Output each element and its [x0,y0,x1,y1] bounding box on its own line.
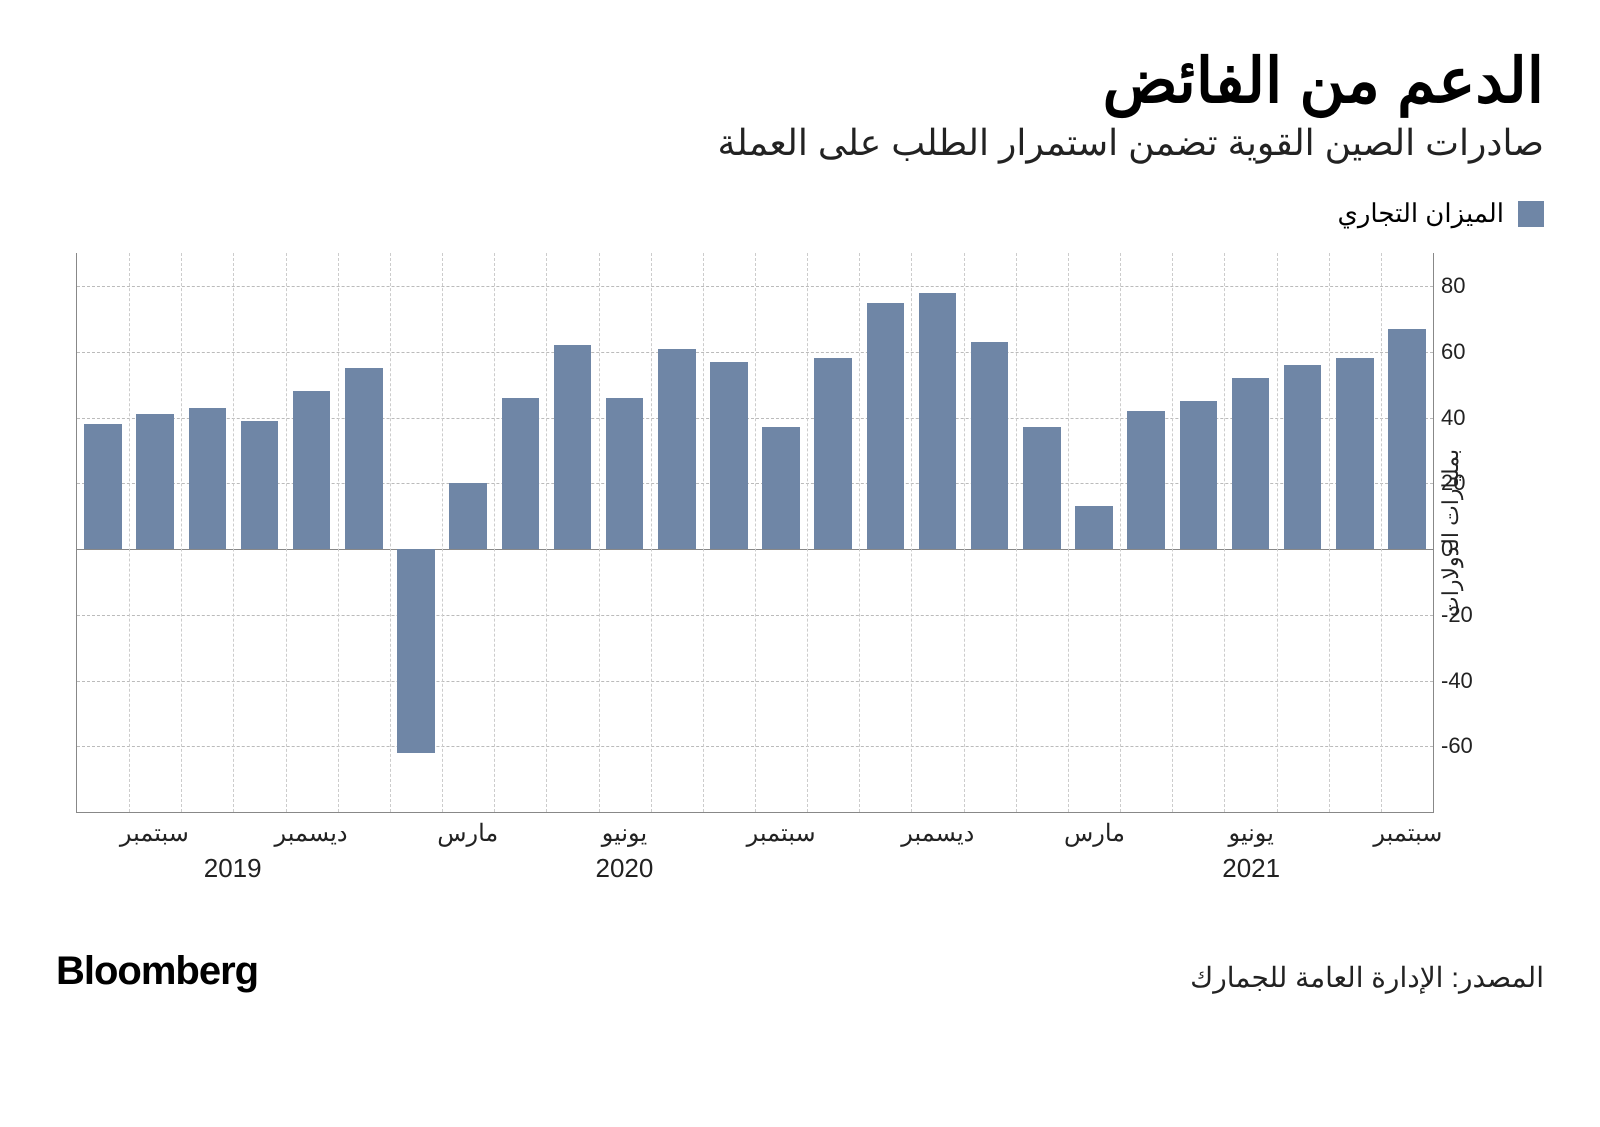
bar [1180,401,1218,549]
bar [1127,411,1165,549]
bar [606,398,644,549]
y-tick-label: 60 [1441,339,1489,365]
x-tick-month: سبتمبر [747,819,816,848]
vgridline [599,253,600,812]
vgridline [494,253,495,812]
source-text: المصدر: الإدارة العامة للجمارك [1190,961,1544,994]
vgridline [233,253,234,812]
x-tick-month: يونيو [602,819,647,848]
x-tick-year: 2019 [204,853,262,884]
vgridline [546,253,547,812]
bar [241,421,279,549]
vgridline [338,253,339,812]
bar [1023,427,1061,549]
vgridline [1277,253,1278,812]
bar [762,427,800,549]
vgridline [651,253,652,812]
chart-title: الدعم من الفائض [56,48,1544,116]
vgridline [859,253,860,812]
vgridline [1016,253,1017,812]
x-tick-month: سبتمبر [120,819,189,848]
bar [710,362,748,549]
x-tick-month: ديسمبر [274,819,347,848]
bar [136,414,174,549]
bar [449,483,487,549]
vgridline [442,253,443,812]
x-tick-month: يونيو [1228,819,1273,848]
bar [658,349,696,550]
bar [1336,358,1374,549]
y-tick-label: -40 [1441,668,1489,694]
vgridline [964,253,965,812]
x-tick-month: ديسمبر [901,819,974,848]
vgridline [1120,253,1121,812]
bar [293,391,331,549]
vgridline [807,253,808,812]
bar [189,408,227,549]
legend-swatch [1518,201,1544,227]
bar [84,424,122,549]
vgridline [181,253,182,812]
vgridline [1224,253,1225,812]
chart-area: بمليارات الدولارات -60-40-20020406080 سب… [56,253,1544,893]
bar [919,293,957,549]
vgridline [1381,253,1382,812]
vgridline [755,253,756,812]
vgridline [1068,253,1069,812]
y-tick-label: 40 [1441,405,1489,431]
bar [1232,378,1270,549]
bar [554,345,592,549]
legend-label: الميزان التجاري [1337,198,1504,229]
x-tick-year: 2021 [1222,853,1280,884]
y-tick-label: 0 [1441,536,1489,562]
bar [814,358,852,549]
vgridline [1172,253,1173,812]
bar [1075,506,1113,549]
vgridline [1329,253,1330,812]
x-tick-month: سبتمبر [1373,819,1442,848]
chart-subtitle: صادرات الصين القوية تضمن استمرار الطلب ع… [56,122,1544,164]
plot-area: بمليارات الدولارات -60-40-20020406080 [76,253,1434,813]
bar [397,549,435,753]
bar [1388,329,1426,549]
vgridline [286,253,287,812]
x-tick-year: 2020 [596,853,654,884]
vgridline [911,253,912,812]
bar [867,303,905,550]
legend: الميزان التجاري [56,198,1544,229]
y-tick-label: 80 [1441,273,1489,299]
y-tick-label: 20 [1441,470,1489,496]
x-axis: سبتمبر ديسمبر مارس يونيو سبتمبر ديسمبر مارس يون… [76,813,1434,893]
bar [345,368,383,549]
bar [502,398,540,549]
footer: المصدر: الإدارة العامة للجمارك Bloomberg [56,949,1544,994]
vgridline [129,253,130,812]
vgridline [703,253,704,812]
y-tick-label: -20 [1441,602,1489,628]
bar [971,342,1009,549]
brand-logo: Bloomberg [56,949,258,994]
vgridline [390,253,391,812]
bar [1284,365,1322,549]
y-tick-label: -60 [1441,733,1489,759]
x-tick-month: مارس [437,819,498,848]
x-tick-month: مارس [1064,819,1125,848]
